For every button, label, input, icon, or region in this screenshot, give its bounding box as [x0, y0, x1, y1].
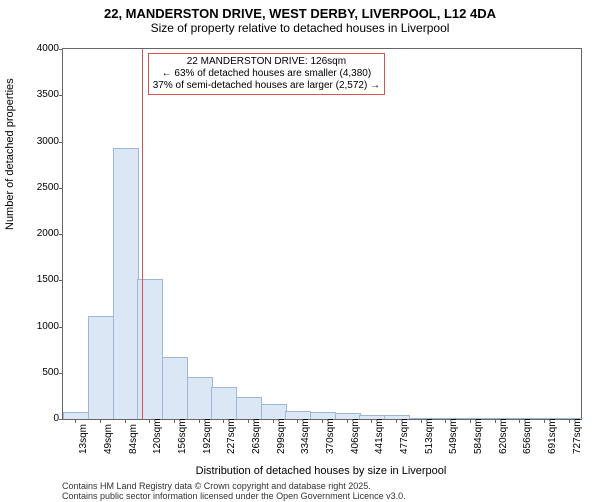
- x-tick-mark: [371, 419, 372, 423]
- x-tick-mark: [273, 419, 274, 423]
- x-tick-label: 299sqm: [276, 418, 287, 454]
- x-tick-label: 120sqm: [152, 418, 163, 454]
- y-tick-label: 4000: [27, 43, 59, 54]
- footer-text: Contains HM Land Registry data © Crown c…: [62, 482, 406, 502]
- x-tick-mark: [495, 419, 496, 423]
- x-tick-label: 13sqm: [78, 424, 89, 454]
- x-axis-label: Distribution of detached houses by size …: [62, 465, 580, 477]
- y-tick-label: 500: [27, 367, 59, 378]
- y-tick-mark: [59, 142, 63, 143]
- y-tick-label: 3500: [27, 89, 59, 100]
- y-tick-mark: [59, 373, 63, 374]
- plot-area: 0500100015002000250030003500400013sqm49s…: [62, 48, 582, 420]
- x-tick-label: 584sqm: [473, 418, 484, 454]
- x-tick-mark: [75, 419, 76, 423]
- x-tick-label: 691sqm: [547, 418, 558, 454]
- x-tick-mark: [569, 419, 570, 423]
- x-tick-label: 263sqm: [251, 418, 262, 454]
- x-tick-label: 477sqm: [399, 418, 410, 454]
- x-tick-mark: [223, 419, 224, 423]
- x-tick-mark: [322, 419, 323, 423]
- x-tick-label: 441sqm: [374, 418, 385, 454]
- x-tick-mark: [347, 419, 348, 423]
- x-tick-label: 620sqm: [498, 418, 509, 454]
- y-tick-mark: [59, 95, 63, 96]
- histogram-bar: [236, 397, 262, 419]
- x-tick-mark: [396, 419, 397, 423]
- page-subtitle: Size of property relative to detached ho…: [0, 21, 600, 39]
- x-tick-mark: [199, 419, 200, 423]
- y-tick-label: 2000: [27, 228, 59, 239]
- x-tick-mark: [125, 419, 126, 423]
- chart-container: 22, MANDERSTON DRIVE, WEST DERBY, LIVERP…: [0, 0, 600, 500]
- x-tick-label: 656sqm: [522, 418, 533, 454]
- marker-line: [142, 49, 143, 419]
- x-tick-mark: [421, 419, 422, 423]
- histogram-bar: [162, 357, 188, 419]
- page-title: 22, MANDERSTON DRIVE, WEST DERBY, LIVERP…: [0, 0, 600, 21]
- x-tick-label: 227sqm: [226, 418, 237, 454]
- y-tick-mark: [59, 327, 63, 328]
- x-tick-mark: [470, 419, 471, 423]
- y-axis-label: Number of detached properties: [4, 78, 16, 230]
- y-tick-label: 0: [27, 413, 59, 424]
- x-tick-label: 370sqm: [325, 418, 336, 454]
- x-tick-mark: [544, 419, 545, 423]
- histogram-bar: [261, 404, 287, 419]
- x-tick-label: 156sqm: [177, 418, 188, 454]
- x-tick-label: 513sqm: [424, 418, 435, 454]
- histogram-bar: [88, 316, 114, 419]
- x-tick-label: 549sqm: [448, 418, 459, 454]
- histogram-bar: [187, 377, 213, 419]
- x-tick-label: 406sqm: [350, 418, 361, 454]
- y-tick-label: 1500: [27, 274, 59, 285]
- x-tick-mark: [100, 419, 101, 423]
- histogram-bar: [211, 387, 237, 419]
- histogram-bar: [113, 148, 139, 419]
- x-tick-label: 49sqm: [103, 424, 114, 454]
- x-tick-mark: [297, 419, 298, 423]
- annotation-box: 22 MANDERSTON DRIVE: 126sqm← 63% of deta…: [148, 53, 385, 95]
- x-tick-mark: [519, 419, 520, 423]
- y-tick-label: 3000: [27, 136, 59, 147]
- y-tick-mark: [59, 188, 63, 189]
- x-tick-mark: [248, 419, 249, 423]
- x-tick-label: 84sqm: [128, 424, 139, 454]
- y-tick-mark: [59, 419, 63, 420]
- y-tick-mark: [59, 280, 63, 281]
- x-tick-label: 192sqm: [202, 418, 213, 454]
- x-tick-label: 727sqm: [572, 418, 583, 454]
- y-tick-label: 2500: [27, 182, 59, 193]
- x-tick-mark: [445, 419, 446, 423]
- x-tick-mark: [174, 419, 175, 423]
- annotation-line1: 22 MANDERSTON DRIVE: 126sqm: [153, 56, 380, 68]
- x-tick-label: 334sqm: [300, 418, 311, 454]
- footer-line2: Contains public sector information licen…: [62, 492, 406, 502]
- x-tick-mark: [149, 419, 150, 423]
- y-tick-label: 1000: [27, 321, 59, 332]
- annotation-line2: ← 63% of detached houses are smaller (4,…: [153, 68, 380, 80]
- annotation-line3: 37% of semi-detached houses are larger (…: [153, 80, 380, 92]
- y-tick-mark: [59, 234, 63, 235]
- y-tick-mark: [59, 49, 63, 50]
